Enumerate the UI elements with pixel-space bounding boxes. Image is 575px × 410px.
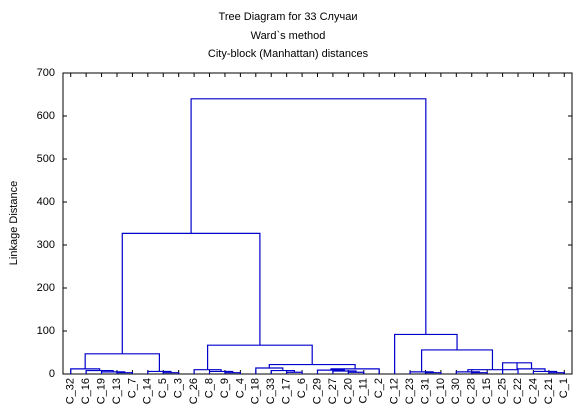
y-tick-label: 0 bbox=[49, 368, 55, 380]
x-tick-label: C_12 bbox=[389, 378, 401, 404]
x-tick-label: C_23 bbox=[404, 378, 416, 404]
x-tick-label: C_29 bbox=[311, 378, 323, 404]
x-tick-label: C_22 bbox=[512, 378, 524, 404]
y-tick-label: 300 bbox=[37, 239, 55, 251]
y-tick-label: 100 bbox=[37, 325, 55, 337]
x-tick-label: C_26 bbox=[188, 378, 200, 404]
x-tick-label: C_24 bbox=[527, 378, 539, 404]
chart-subtitle: City-block (Manhattan) distances bbox=[208, 48, 369, 60]
x-tick-label: C_28 bbox=[466, 378, 478, 404]
x-tick-label: C_16 bbox=[80, 378, 92, 404]
x-tick-label: C_21 bbox=[543, 378, 555, 404]
y-tick-label: 500 bbox=[37, 153, 55, 165]
x-tick-label: C_15 bbox=[481, 378, 493, 404]
x-tick-label: C_33 bbox=[265, 378, 277, 404]
y-axis-label: Linkage Distance bbox=[8, 181, 20, 265]
x-tick-label: C_31 bbox=[419, 378, 431, 404]
link bbox=[190, 98, 427, 335]
x-tick-label: C_20 bbox=[342, 378, 354, 404]
x-tick-label: C_2 bbox=[373, 378, 385, 398]
x-tick-label: C_17 bbox=[281, 378, 293, 404]
x-tick-label: C_18 bbox=[250, 378, 262, 404]
x-tick-label: C_25 bbox=[496, 378, 508, 404]
x-tick-label: C_14 bbox=[142, 378, 154, 404]
x-tick-label: C_3 bbox=[173, 378, 185, 398]
x-tick-label: C_19 bbox=[95, 378, 107, 404]
x-tick-label: C_7 bbox=[126, 378, 138, 398]
x-tick-label: C_6 bbox=[296, 378, 308, 398]
x-tick-label: C_13 bbox=[111, 378, 123, 404]
y-tick-label: 700 bbox=[37, 67, 55, 79]
y-tick-label: 400 bbox=[37, 196, 55, 208]
y-tick-label: 600 bbox=[37, 110, 55, 122]
y-tick-label: 200 bbox=[37, 282, 55, 294]
x-tick-label: C_10 bbox=[435, 378, 447, 404]
x-tick-label: C_27 bbox=[327, 378, 339, 404]
chart-subtitle: Ward`s method bbox=[251, 30, 326, 42]
x-tick-label: C_8 bbox=[203, 378, 215, 398]
x-tick-label: C_1 bbox=[558, 378, 570, 398]
x-tick-label: C_11 bbox=[358, 378, 370, 403]
chart-title: Tree Diagram for 33 Случаи bbox=[219, 11, 358, 23]
x-tick-label: C_5 bbox=[157, 378, 169, 398]
x-tick-label: C_30 bbox=[450, 378, 462, 404]
x-tick-label: C_4 bbox=[234, 378, 246, 398]
x-tick-label: C_9 bbox=[219, 378, 231, 398]
x-tick-label: C_32 bbox=[65, 378, 77, 404]
